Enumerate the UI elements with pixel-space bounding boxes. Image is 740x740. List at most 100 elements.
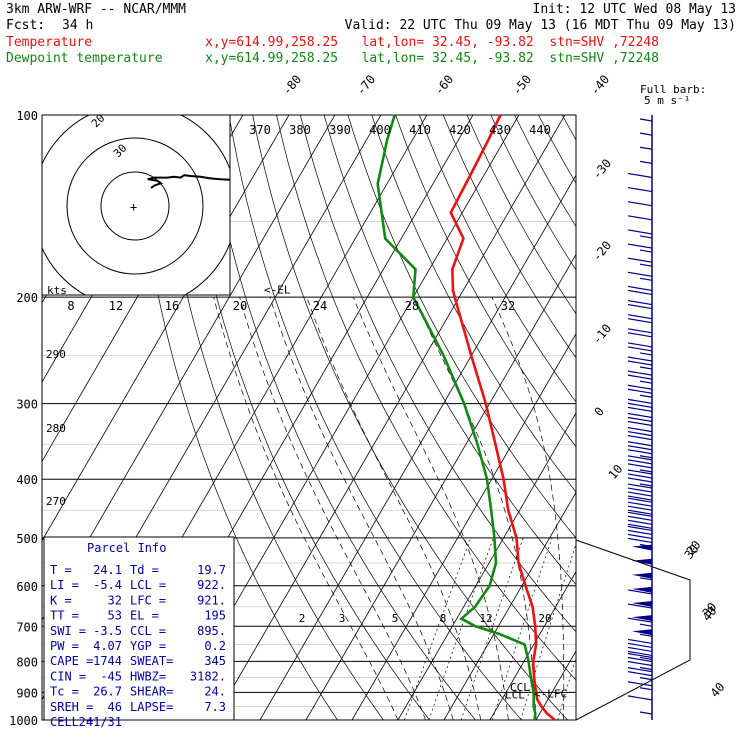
barb-flag xyxy=(627,370,653,376)
mixing-ratio-label: 16 xyxy=(165,299,179,313)
barb-flag xyxy=(627,511,653,517)
isotherm xyxy=(259,174,576,720)
dry-adiabat xyxy=(419,115,576,403)
dry-adiabat xyxy=(276,115,576,681)
moist-adiabat xyxy=(306,296,482,720)
barb-flag xyxy=(627,656,653,663)
pressure-tick-label: 500 xyxy=(16,532,38,546)
barb-flag xyxy=(627,243,653,249)
isotherm xyxy=(443,491,576,720)
barb-flag xyxy=(627,416,653,423)
dry-adiabat xyxy=(395,115,576,448)
barb-flag xyxy=(627,537,653,544)
parcel-param-name: SWEAT= xyxy=(130,654,173,668)
barb-flag xyxy=(627,497,653,503)
barb-flag xyxy=(627,463,653,469)
barb-flag xyxy=(627,342,653,348)
barb-pennant xyxy=(632,544,652,551)
moist-adiabat xyxy=(579,297,599,720)
wind-barb xyxy=(627,370,653,384)
mixing-ratio-label: 5 xyxy=(392,612,399,625)
parcel-param-value: 46 xyxy=(108,700,122,714)
wind-barb xyxy=(627,483,653,501)
wind-barb xyxy=(627,201,653,207)
temperature-location: x,y=614.99,258.25 lat,lon= 32.45, -93.82… xyxy=(205,35,659,50)
dry-adiabat-label: 280 xyxy=(46,422,66,435)
dry-adiabat xyxy=(442,115,576,359)
mixing-ratio-label: 20 xyxy=(538,612,551,625)
model-title: 3km ARW-WRF -- NCAR/MMM xyxy=(6,2,187,17)
barb-half xyxy=(639,235,653,239)
barb-legend-line2: 5 m s⁻¹ xyxy=(644,94,690,107)
barb-flag xyxy=(627,412,653,419)
temperature-legend: Temperature xyxy=(6,35,93,50)
isotherm-label: -60 xyxy=(432,72,457,98)
dry-adiabat xyxy=(252,115,568,720)
wind-barb xyxy=(627,328,653,338)
dry-adiabat-label: 270 xyxy=(46,495,66,508)
wind-barb xyxy=(627,681,653,691)
mixing-ratio-label: 20 xyxy=(233,299,247,313)
barb-pennant xyxy=(632,629,652,636)
parcel-param-value: 895. xyxy=(197,624,226,638)
barb-half xyxy=(639,118,653,122)
wind-barb xyxy=(639,711,653,715)
wind-barb xyxy=(627,398,653,412)
mixing-ratio-label: 8 xyxy=(67,299,74,313)
parcel-param-name: EL = xyxy=(130,609,159,623)
barb-flag xyxy=(627,215,653,221)
parcel-param-name: HWBZ= xyxy=(130,669,166,683)
isotherm-label: 10 xyxy=(606,462,626,482)
moist-adiabat xyxy=(491,296,565,720)
barb-flag xyxy=(627,431,653,437)
barb-flag xyxy=(627,172,653,179)
parcel-param-value: 24.1 xyxy=(93,563,122,577)
hodograph-center-mark: + xyxy=(130,200,137,214)
isotherm xyxy=(582,115,740,720)
pressure-tick-label: 200 xyxy=(16,291,38,305)
wind-barb xyxy=(627,243,653,253)
barb-flag xyxy=(627,603,653,609)
hodograph-ring xyxy=(100,171,170,241)
hodograph-unit: kts xyxy=(47,284,67,297)
barb-flag xyxy=(627,519,653,525)
barb-half xyxy=(639,577,653,581)
barb-flag xyxy=(627,529,653,536)
pressure-tick-label: 600 xyxy=(16,580,38,594)
barb-flag xyxy=(627,495,653,501)
barb-flag xyxy=(627,328,653,334)
forecast-hour: 34 h xyxy=(62,18,94,33)
barb-flag xyxy=(627,589,653,595)
barb-flag xyxy=(627,398,653,404)
dry-adiabat xyxy=(133,115,338,720)
dewpoint-trace xyxy=(376,114,537,721)
parcel-param-name: T = xyxy=(50,563,72,577)
barb-flag xyxy=(627,477,653,483)
parcel-param-name: SREH = xyxy=(50,700,93,714)
level-mark: <-EL xyxy=(264,283,291,296)
level-mark: CCL xyxy=(510,681,530,694)
barb-half xyxy=(639,633,653,637)
theta-label: 400 xyxy=(369,123,391,137)
barb-flag xyxy=(627,427,653,433)
isotherm-label: 0 xyxy=(592,404,607,419)
parcel-param-value: 921. xyxy=(197,593,226,607)
wind-barb xyxy=(627,455,653,473)
barb-half xyxy=(639,277,653,281)
barb-flag xyxy=(627,642,653,648)
barb-flag xyxy=(627,187,653,193)
barb-flag xyxy=(627,660,653,667)
theta-label: 440 xyxy=(529,123,551,137)
barb-flag xyxy=(627,501,653,507)
wind-barb xyxy=(627,229,653,239)
barb-flag xyxy=(627,402,653,408)
barb-flag xyxy=(627,271,653,277)
barb-half xyxy=(639,394,653,398)
barb-flag xyxy=(627,360,653,366)
dry-adiabat xyxy=(204,115,476,720)
dry-adiabat-label: 290 xyxy=(46,348,66,361)
wind-barb xyxy=(627,511,653,529)
